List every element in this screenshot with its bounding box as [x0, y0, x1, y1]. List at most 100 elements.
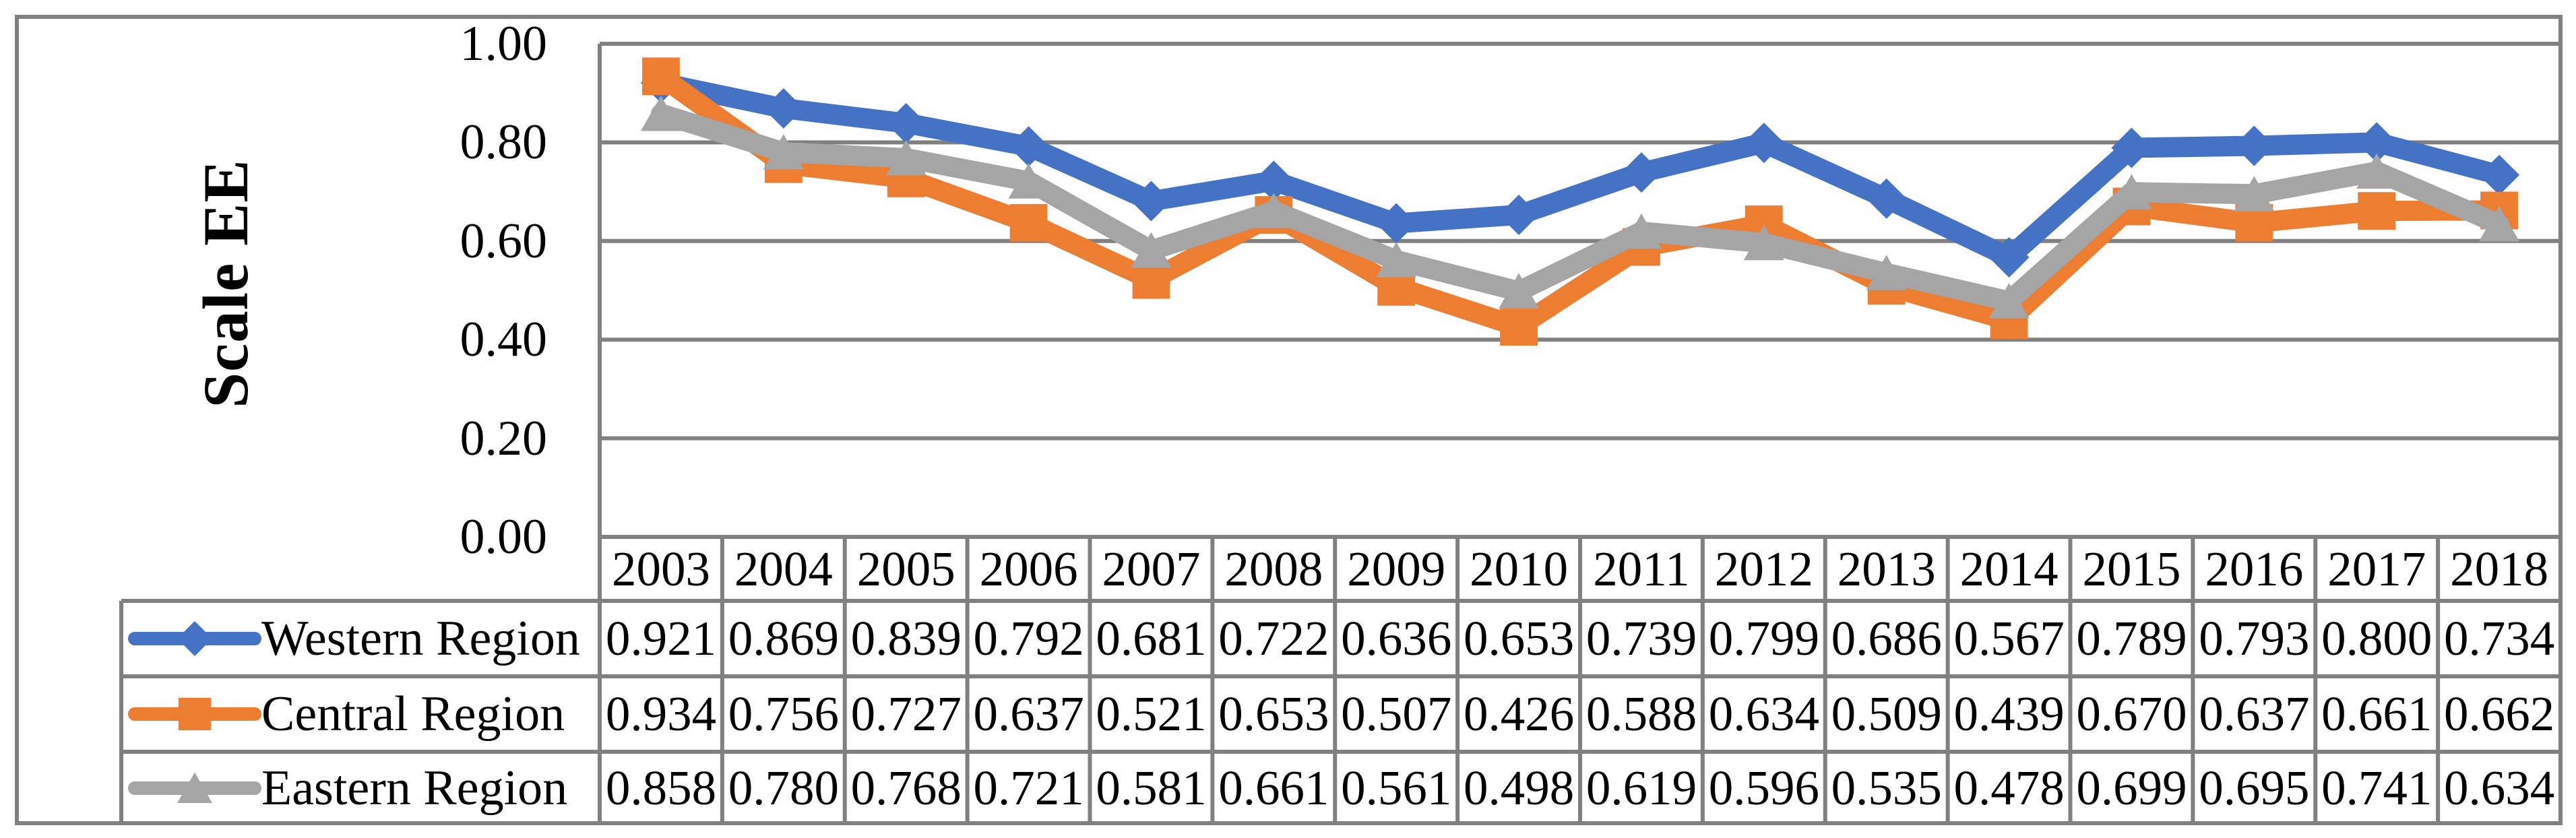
value-cell: 0.637	[2199, 686, 2310, 741]
diamond-marker-icon	[885, 102, 926, 143]
square-marker-icon	[642, 57, 680, 96]
value-cell: 0.839	[850, 611, 962, 666]
triangle-marker-icon	[2479, 205, 2520, 242]
diamond-marker-icon	[177, 621, 212, 656]
triangle-marker-icon	[640, 95, 681, 131]
year-header-cell: 2008	[1224, 542, 1323, 596]
value-cell: 0.686	[1831, 611, 1942, 666]
legend-row-central-region: Central Region	[121, 676, 600, 752]
diamond-marker-icon	[1376, 203, 1417, 244]
value-cell: 0.634	[2443, 761, 2555, 815]
value-cell: 0.756	[728, 686, 839, 741]
diamond-marker-icon	[1253, 160, 1294, 201]
triangle-marker-icon	[885, 139, 926, 176]
legend-row-eastern-region: Eastern Region	[121, 752, 600, 825]
year-header-cell: 2018	[2450, 542, 2549, 596]
value-cell: 0.535	[1831, 761, 1942, 815]
value-cell: 0.800	[2321, 611, 2432, 666]
triangle-marker-icon	[1743, 224, 1784, 261]
legend-label-western-region: Western Region	[261, 610, 580, 666]
legend-label-eastern-region: Eastern Region	[261, 760, 568, 816]
value-cell: 0.634	[1708, 686, 1819, 741]
value-cell: 0.699	[2076, 761, 2187, 815]
value-cell: 0.596	[1708, 761, 1819, 815]
diamond-marker-icon	[2111, 127, 2152, 168]
year-header-cell: 2013	[1837, 542, 1936, 596]
year-header-cell: 2010	[1470, 542, 1569, 596]
y-axis-tick-label: 0.80	[460, 115, 548, 170]
triangle-marker-icon	[1988, 283, 2030, 319]
triangle-marker-icon	[2234, 176, 2275, 212]
series-line-eastern-region	[650, 103, 2510, 312]
value-cell: 0.588	[1585, 686, 1697, 741]
square-marker-icon	[2358, 192, 2396, 230]
value-cell: 0.498	[1463, 761, 1575, 815]
y-axis-tick-label: 0.00	[460, 509, 548, 565]
value-cell: 0.561	[1341, 761, 1452, 815]
legend-key-eastern-region	[128, 772, 261, 804]
year-header-cell: 2009	[1347, 542, 1446, 596]
value-cell: 0.521	[1096, 686, 1207, 741]
value-cell: 0.478	[1953, 761, 2065, 815]
y-axis-tick-label: 0.60	[460, 213, 548, 269]
series-line-western-region	[650, 72, 2510, 267]
y-axis-tick-label: 0.40	[460, 312, 548, 368]
value-cell: 0.681	[1096, 611, 1207, 666]
value-cell: 0.619	[1585, 761, 1697, 815]
year-header-cell: 2004	[734, 542, 833, 596]
value-cell: 0.636	[1341, 611, 1452, 666]
diamond-marker-icon	[2234, 125, 2275, 166]
square-marker-icon	[1500, 308, 1538, 346]
year-header-cell: 2012	[1714, 542, 1813, 596]
value-cell: 0.768	[850, 761, 962, 815]
triangle-marker-icon	[763, 134, 804, 170]
square-marker-icon	[178, 697, 212, 731]
value-cell: 0.439	[1953, 686, 2065, 741]
square-marker-icon	[1377, 267, 1416, 306]
square-marker-icon	[1132, 261, 1170, 299]
series-line-central-region	[650, 66, 2510, 337]
square-marker-icon	[2235, 203, 2273, 242]
value-cell: 0.637	[973, 686, 1084, 741]
year-header-cell: 2014	[1959, 542, 2059, 596]
value-cell: 0.799	[1708, 611, 1819, 666]
diamond-marker-icon	[1008, 126, 1049, 167]
value-cell: 0.780	[728, 761, 839, 815]
diamond-marker-icon	[1743, 123, 1784, 164]
y-axis-title: Scale EE	[190, 159, 261, 408]
value-cell: 0.734	[2443, 611, 2555, 666]
triangle-marker-icon	[1131, 232, 1172, 268]
year-header-cell: 2005	[856, 542, 955, 596]
value-cell: 0.661	[1218, 761, 1329, 815]
year-header-cell: 2015	[2082, 542, 2181, 596]
year-header-cell: 2007	[1102, 542, 1201, 596]
legend-row-western-region: Western Region	[121, 601, 600, 676]
value-cell: 0.653	[1463, 611, 1575, 666]
value-cell: 0.792	[973, 611, 1084, 666]
square-marker-icon	[1009, 203, 1048, 242]
value-cell: 0.741	[2321, 761, 2432, 815]
legend-key-central-region	[128, 697, 261, 731]
year-header-cell: 2011	[1593, 542, 1690, 596]
y-axis-tick-label: 0.20	[460, 410, 548, 466]
value-cell: 0.567	[1953, 611, 2065, 666]
diamond-marker-icon	[1621, 152, 1662, 193]
diamond-marker-icon	[2479, 154, 2520, 195]
diamond-marker-icon	[763, 88, 804, 129]
y-axis-tick-label: 1.00	[460, 16, 548, 71]
value-cell: 0.934	[605, 686, 717, 741]
value-cell: 0.727	[850, 686, 962, 741]
value-cell: 0.695	[2199, 761, 2310, 815]
triangle-marker-icon	[1253, 193, 1294, 228]
value-cell: 0.789	[2076, 611, 2187, 666]
diamond-marker-icon	[2356, 122, 2397, 163]
value-cell: 0.662	[2443, 686, 2555, 741]
year-header-cell: 2006	[979, 542, 1078, 596]
value-cell: 0.507	[1341, 686, 1452, 741]
triangle-marker-icon	[1376, 242, 1417, 278]
value-cell: 0.858	[605, 761, 717, 815]
value-cell: 0.661	[2321, 686, 2432, 741]
legend-key-western-region	[128, 621, 261, 656]
